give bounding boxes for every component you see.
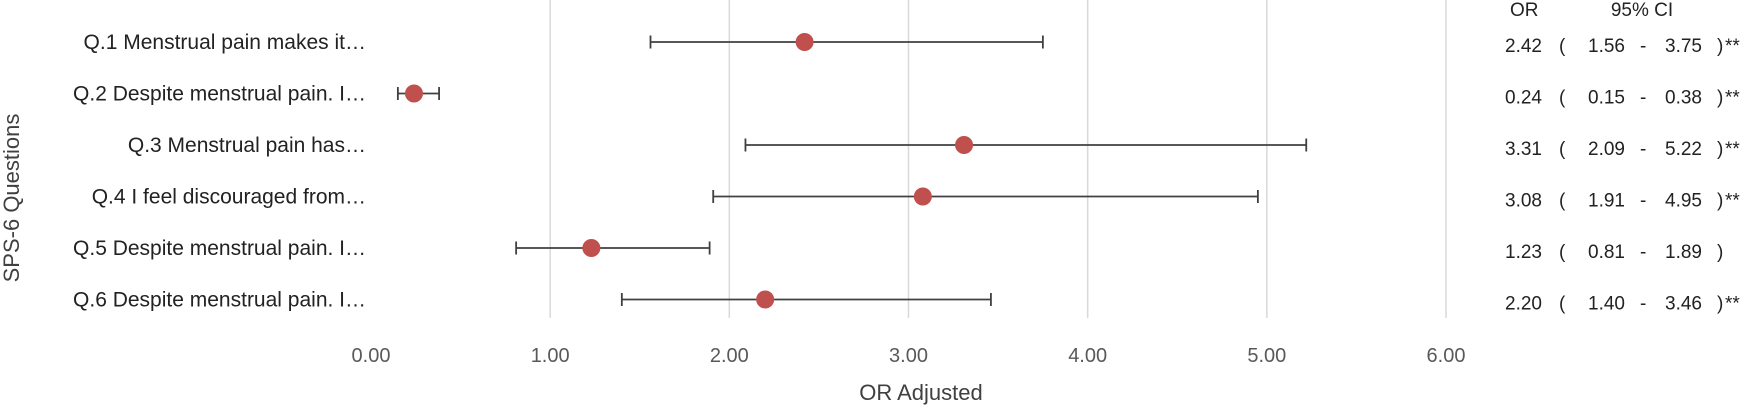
ci-open-paren: (: [1559, 36, 1566, 57]
ci-close-paren: ): [1717, 242, 1723, 263]
ci-separator: -: [1640, 139, 1646, 160]
ci-separator: -: [1640, 36, 1646, 57]
or-point: [913, 187, 932, 206]
ci-open-paren: (: [1559, 139, 1566, 160]
x-tick-label: 3.00: [889, 345, 928, 367]
row-label: Q.4 I feel discouraged from…: [92, 186, 366, 209]
ci-lower-value: 0.81: [1588, 242, 1625, 263]
significance-marker: **: [1725, 36, 1740, 57]
significance-marker: **: [1725, 191, 1740, 212]
or-value: 0.24: [1505, 88, 1542, 109]
or-value: 2.42: [1505, 36, 1542, 57]
x-tick-label: 6.00: [1427, 345, 1466, 367]
ci-upper-value: 1.89: [1665, 242, 1702, 263]
x-tick-label: 0.00: [352, 345, 391, 367]
ci-open-paren: (: [1559, 242, 1566, 263]
ci-open-paren: (: [1559, 88, 1566, 109]
ci-upper-value: 0.38: [1665, 88, 1702, 109]
or-value: 1.23: [1505, 242, 1542, 263]
or-point: [405, 84, 423, 103]
ci-lower-value: 1.91: [1588, 191, 1625, 212]
ci-separator: -: [1640, 191, 1646, 212]
gridlines: [549, 0, 1447, 318]
x-tick-label: 4.00: [1068, 345, 1107, 367]
ci-upper-value: 4.95: [1665, 191, 1702, 212]
row-label: Q.6 Despite menstrual pain. I…: [73, 289, 366, 312]
row-label: Q.5 Despite menstrual pain. I…: [73, 237, 366, 260]
ci-open-paren: (: [1559, 191, 1566, 212]
or-point: [795, 33, 814, 51]
or-point: [756, 290, 775, 309]
or-value: 3.31: [1505, 139, 1542, 160]
ci-open-paren: (: [1559, 294, 1566, 315]
ci-separator: -: [1640, 242, 1646, 263]
x-tick-label: 2.00: [710, 345, 749, 367]
or-point: [582, 239, 601, 257]
ci-separator: -: [1640, 294, 1646, 315]
significance-marker: **: [1725, 88, 1740, 109]
row-label: Q.2 Despite menstrual pain. I…: [73, 83, 366, 106]
or-table: OR 95% CI 2.42(1.56-3.75) **0.24(0.15-0.3…: [1505, 0, 1740, 315]
ci-close-paren: ): [1717, 139, 1723, 160]
significance-marker: **: [1725, 139, 1740, 160]
table-header-or: OR: [1510, 0, 1539, 21]
ci-close-paren: ): [1717, 294, 1723, 315]
x-tick-label: 5.00: [1247, 345, 1286, 367]
ci-close-paren: ): [1717, 36, 1723, 57]
or-point: [955, 136, 974, 154]
ci-upper-value: 3.46: [1665, 294, 1702, 315]
ci-close-paren: ): [1717, 88, 1723, 109]
row-label: Q.1 Menstrual pain makes it…: [84, 31, 366, 54]
y-axis-title: SPS-6 Questions: [0, 114, 24, 283]
ci-separator: -: [1640, 88, 1646, 109]
ci-lower-value: 0.15: [1588, 88, 1625, 109]
x-axis-ticks: 0.00 1.00 2.00 3.00 4.00 5.00 6.00: [352, 345, 1466, 367]
x-tick-label: 1.00: [531, 345, 570, 367]
or-value: 2.20: [1505, 294, 1542, 315]
x-axis-title: OR Adjusted: [859, 380, 983, 405]
ci-lower-value: 1.56: [1588, 36, 1625, 57]
ci-lower-value: 1.40: [1588, 294, 1625, 315]
or-markers: [405, 33, 974, 309]
table-header-ci: 95% CI: [1611, 0, 1673, 21]
ci-close-paren: ): [1717, 191, 1723, 212]
row-labels: Q.1 Menstrual pain makes it… Q.2 Despite …: [73, 31, 366, 312]
significance-marker: **: [1725, 294, 1740, 315]
ci-upper-value: 5.22: [1665, 139, 1702, 160]
or-value: 3.08: [1505, 191, 1542, 212]
confidence-intervals: [396, 35, 1308, 306]
row-label: Q.3 Menstrual pain has…: [128, 134, 366, 157]
ci-lower-value: 2.09: [1588, 139, 1625, 160]
ci-upper-value: 3.75: [1665, 36, 1702, 57]
